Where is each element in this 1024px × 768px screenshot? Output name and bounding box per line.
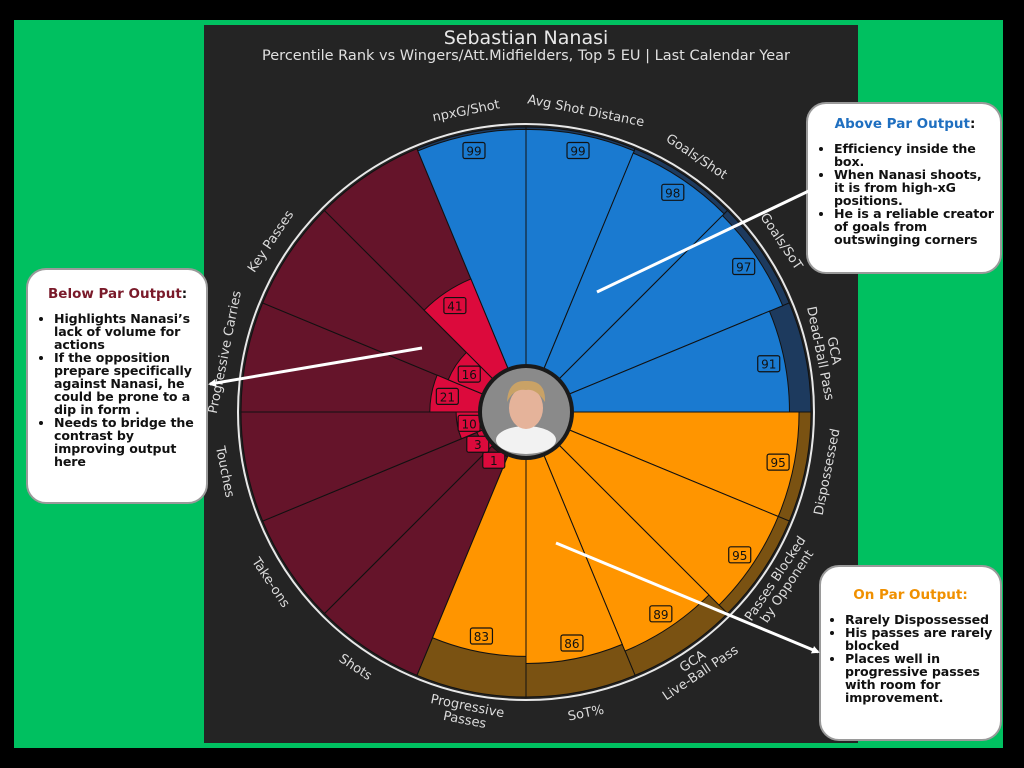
value-label: 86 [564, 637, 579, 651]
on-par-list: Rarely Dispossessed His passes are rarel… [825, 613, 996, 704]
parameter-label: SoT% [567, 703, 606, 725]
value-box [462, 141, 486, 160]
value-label: 3 [474, 438, 482, 452]
player-shirt [496, 426, 556, 454]
chart-title: Sebastian Nanasi [444, 27, 609, 49]
value-label: 21 [440, 390, 455, 404]
outer-ring [237, 123, 815, 701]
on-par-card: On Par Output: Rarely Dispossessed His p… [819, 565, 1002, 741]
value-label: 99 [466, 145, 481, 159]
value-label: 99 [570, 145, 585, 159]
below-par-card: Below Par Output: Highlights Nanasi’s la… [26, 268, 208, 504]
list-item: Places well in progressive passes with r… [845, 652, 996, 704]
chart-subtitle: Percentile Rank vs Wingers/Att.Midfielde… [262, 48, 790, 64]
value-label: 1 [490, 454, 498, 468]
on-par-title: On Par Output: [853, 587, 968, 603]
parameter-label: npxG/Shot [431, 97, 501, 125]
value-label: 83 [474, 630, 489, 644]
value-label: 91 [761, 358, 776, 372]
value-box [566, 141, 590, 160]
above-par-title: Above Par Output: [834, 116, 976, 132]
value-label: 41 [447, 300, 462, 314]
value-box [469, 627, 494, 645]
value-label: 95 [770, 456, 785, 470]
value-box [435, 387, 459, 405]
value-label: 95 [732, 549, 747, 563]
list-item: Needs to bridge the contrast by improvin… [54, 416, 200, 468]
list-item: Efficiency inside the box. [834, 142, 996, 168]
value-box [482, 451, 506, 469]
below-par-list: Highlights Nanasi’s lack of volume for a… [34, 312, 200, 468]
list-item: Rarely Dispossessed [845, 613, 996, 626]
above-par-card: Above Par Output: Efficiency inside the … [806, 102, 1002, 274]
below-par-title: Below Par Output: [48, 286, 188, 302]
player-hair [507, 380, 546, 402]
parameter-label: Touches [212, 444, 237, 499]
value-box [457, 365, 481, 383]
list-item: If the opposition prepare specifically a… [54, 351, 200, 416]
value-label: 97 [736, 261, 751, 275]
value-label: 89 [653, 608, 668, 622]
above-par-list: Efficiency inside the box. When Nanasi s… [814, 142, 996, 246]
value-box [443, 296, 467, 315]
parameter-label: Shots [336, 651, 375, 684]
value-box [757, 355, 781, 373]
list-item: When Nanasi shoots, it is from high-xG p… [834, 168, 996, 207]
value-box [466, 435, 490, 453]
list-item: His passes are rarely blocked [845, 626, 996, 652]
list-item: He is a reliable creator of goals from o… [834, 207, 996, 246]
value-label: 98 [665, 186, 680, 200]
player-face [509, 387, 543, 429]
list-item: Highlights Nanasi’s lack of volume for a… [54, 312, 200, 351]
value-label: 10 [461, 417, 476, 431]
value-box [766, 453, 790, 471]
parameter-label: Dispossessed [812, 427, 844, 516]
value-label: 16 [462, 368, 477, 382]
